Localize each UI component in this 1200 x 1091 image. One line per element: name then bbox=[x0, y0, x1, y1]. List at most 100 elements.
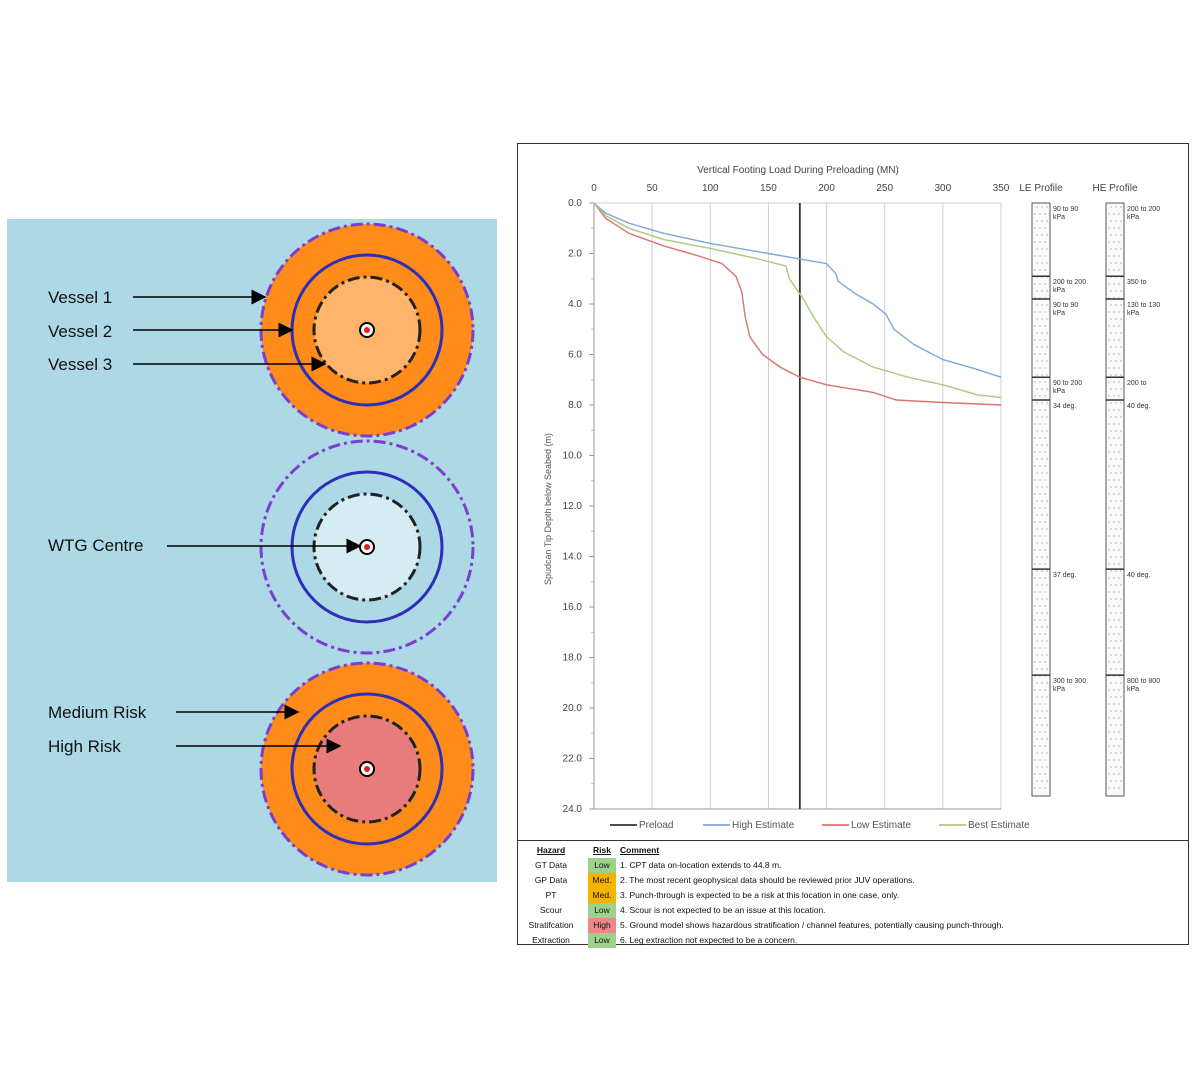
comment-cell: 3. Punch-through is expected to be a ris… bbox=[620, 890, 900, 900]
profile-dot bbox=[1120, 304, 1122, 306]
layer-label: 90 to 200 bbox=[1053, 380, 1082, 387]
profile-dot bbox=[1108, 521, 1110, 523]
layer-label: kPa bbox=[1053, 214, 1065, 221]
profile-dot bbox=[1118, 507, 1120, 509]
profile-dot bbox=[1113, 633, 1115, 635]
profile-dot bbox=[1108, 605, 1110, 607]
hazard-cell: GT Data bbox=[535, 860, 567, 870]
profile-dot bbox=[1046, 262, 1048, 264]
profile-dot bbox=[1118, 577, 1120, 579]
profile-dot bbox=[1120, 570, 1122, 572]
y-tick-label: 20.0 bbox=[563, 703, 583, 714]
profile-title: LE Profile bbox=[1019, 183, 1063, 194]
profile-dot bbox=[1108, 703, 1110, 705]
y-tick-label: 4.0 bbox=[568, 299, 582, 310]
profile-dot bbox=[1044, 577, 1046, 579]
layer-label: 200 to bbox=[1127, 380, 1147, 387]
profile-dot bbox=[1034, 703, 1036, 705]
profile-dot bbox=[1115, 612, 1117, 614]
grid bbox=[589, 202, 1002, 810]
profile-dot bbox=[1115, 682, 1117, 684]
profile-dot bbox=[1110, 668, 1112, 670]
profile-dot bbox=[1108, 759, 1110, 761]
header-hazard: Hazard bbox=[536, 845, 566, 855]
profile-dot bbox=[1039, 521, 1041, 523]
profile-dot bbox=[1108, 339, 1110, 341]
profile-dot bbox=[1036, 626, 1038, 628]
profile-dot bbox=[1046, 542, 1048, 544]
profile-dot bbox=[1036, 668, 1038, 670]
profile-dot bbox=[1115, 290, 1117, 292]
profile-dot bbox=[1044, 689, 1046, 691]
profile-dot bbox=[1041, 234, 1043, 236]
profile-dot bbox=[1118, 731, 1120, 733]
profile-dot bbox=[1044, 647, 1046, 649]
profile-dot bbox=[1118, 465, 1120, 467]
profile-dot bbox=[1108, 591, 1110, 593]
profile-dot bbox=[1044, 241, 1046, 243]
profile-dot bbox=[1034, 633, 1036, 635]
label-high-risk: High Risk bbox=[48, 737, 121, 756]
profile-dot bbox=[1120, 696, 1122, 698]
profile-dot bbox=[1044, 773, 1046, 775]
profile-dot bbox=[1041, 262, 1043, 264]
profile-dot bbox=[1039, 479, 1041, 481]
profile-dot bbox=[1110, 752, 1112, 754]
comment-cell: 1. CPT data on-location extends to 44.8 … bbox=[620, 860, 782, 870]
profile-dot bbox=[1115, 346, 1117, 348]
profile-dot bbox=[1036, 444, 1038, 446]
profile-dot bbox=[1108, 283, 1110, 285]
profile-dot bbox=[1046, 570, 1048, 572]
profile-dot bbox=[1110, 206, 1112, 208]
profile-dot bbox=[1118, 409, 1120, 411]
profile-dot bbox=[1044, 283, 1046, 285]
profile-dot bbox=[1036, 584, 1038, 586]
profile-dot bbox=[1115, 542, 1117, 544]
series-line-high-estimate bbox=[593, 202, 1002, 378]
profile-dot bbox=[1039, 577, 1041, 579]
profile-dot bbox=[1120, 766, 1122, 768]
profile-dot bbox=[1041, 458, 1043, 460]
y-tick-label: 6.0 bbox=[568, 350, 582, 361]
profile-dot bbox=[1115, 318, 1117, 320]
profile-dot bbox=[1118, 493, 1120, 495]
profile-dot bbox=[1046, 766, 1048, 768]
chart-panel: Vertical Footing Load During Preloading … bbox=[517, 143, 1189, 948]
profile-dot bbox=[1113, 787, 1115, 789]
profile-dot bbox=[1110, 262, 1112, 264]
profile-dot bbox=[1039, 535, 1041, 537]
profile-dot bbox=[1113, 521, 1115, 523]
profile-dot bbox=[1118, 339, 1120, 341]
profile-dot bbox=[1108, 423, 1110, 425]
profile-dot bbox=[1115, 416, 1117, 418]
profile-dot bbox=[1120, 752, 1122, 754]
profile-dot bbox=[1110, 696, 1112, 698]
profile-dot bbox=[1118, 213, 1120, 215]
profile-dot bbox=[1036, 682, 1038, 684]
profile-dot bbox=[1046, 304, 1048, 306]
profile-dot bbox=[1046, 290, 1048, 292]
profile-column bbox=[1105, 202, 1125, 797]
x-tick-label: 100 bbox=[702, 183, 719, 194]
profile-dot bbox=[1041, 290, 1043, 292]
y-tick-label: 10.0 bbox=[563, 451, 583, 462]
profile-dot bbox=[1110, 402, 1112, 404]
profile-dot bbox=[1118, 451, 1120, 453]
profile-dot bbox=[1044, 549, 1046, 551]
profile-dot bbox=[1108, 689, 1110, 691]
profile-dot bbox=[1113, 647, 1115, 649]
profile-dot bbox=[1113, 213, 1115, 215]
profile-dot bbox=[1041, 402, 1043, 404]
profile-dot bbox=[1034, 647, 1036, 649]
profile-dot bbox=[1036, 710, 1038, 712]
profile-dot bbox=[1120, 500, 1122, 502]
profile-dot bbox=[1034, 395, 1036, 397]
profile-dot bbox=[1036, 640, 1038, 642]
layer-label: 40 deg. bbox=[1127, 572, 1150, 579]
profile-dot bbox=[1113, 759, 1115, 761]
label-vessel-3: Vessel 3 bbox=[48, 355, 112, 374]
profile-dot bbox=[1113, 703, 1115, 705]
profile-dot bbox=[1039, 269, 1041, 271]
profile-dot bbox=[1120, 682, 1122, 684]
profile-dot bbox=[1034, 353, 1036, 355]
